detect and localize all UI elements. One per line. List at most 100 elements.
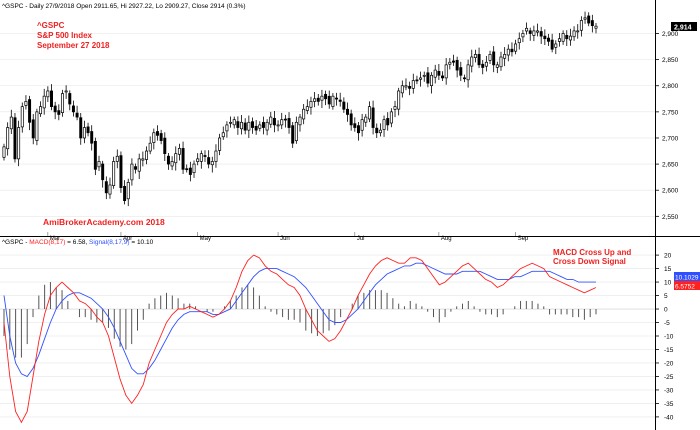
annotation-date: September 27 2018 [37,41,110,50]
candle-body [42,95,46,109]
candle-body [484,61,488,67]
candle-body [104,181,108,194]
candle-body [525,27,529,32]
candle-body [594,25,598,29]
candle-body [356,125,360,134]
candle-body [291,125,295,144]
candle-body [393,106,397,110]
candle-body [371,107,375,128]
price-x-tick-label: Jun [280,236,290,242]
candle-body [57,110,61,115]
macd-header-signal-value: = 10.10 [130,239,154,246]
candle-body [587,15,591,24]
candle-body [367,106,371,120]
macd-y-tick-label: 15 [664,266,672,273]
candle-body [400,85,404,94]
candle-body [75,112,79,118]
candle-body [232,119,236,126]
candle-body [53,105,57,113]
candle-body [506,48,510,56]
candle-body [269,116,273,125]
candle-body [251,121,254,128]
candle-body [565,35,569,40]
candle-body [177,148,181,155]
candle-body [163,137,167,154]
price-candles [2,11,598,207]
price-y-tick-label: 2,650 [662,162,679,169]
candle-body [547,37,550,42]
candle-body [543,35,547,40]
candle-body [477,54,481,66]
candle-body [236,121,240,128]
candle-body [2,146,6,158]
macd-y-tick-label: 0 [664,307,668,314]
price-x-tick-label: Apr [123,236,132,242]
candle-body [514,43,518,52]
candle-body [408,86,412,89]
candle-body [97,161,101,168]
macd-grid [0,254,655,418]
candle-body [64,90,68,93]
macd-header-prefix: ^GSPC - [2,239,29,246]
candle-body [46,90,50,98]
candle-body [550,39,554,50]
candle-body [360,119,364,131]
price-x-tick-label: May [200,236,211,242]
candle-body [134,166,138,170]
macd-y-tick-label: 20 [664,253,672,260]
candle-body [240,121,244,130]
macd-y-tick-label: -5 [664,320,670,327]
candle-body [174,153,178,164]
candle-body [342,101,346,110]
macd-y-tick-label: 5 [664,293,668,300]
candle-body [579,20,583,31]
candle-body [20,106,24,128]
candle-body [247,121,251,131]
candle-body [185,168,189,171]
candle-body [338,99,342,102]
candle-body [462,77,466,80]
macd-badge: 6.5752 [674,281,700,291]
candle-body [265,121,269,131]
candle-body [203,155,207,157]
price-x-tick-label: Mar [50,236,60,242]
candle-body [24,101,28,106]
candle-body [378,129,382,134]
candle-body [207,157,211,165]
candle-body [437,70,441,76]
candle-body [229,121,233,124]
signal-badge-background [674,272,700,281]
candle-body [386,118,390,126]
annotation-symbol: ^GSPC [37,21,65,30]
candle-body [492,51,496,66]
candle-body [451,60,455,63]
candle-body [82,127,86,139]
candle-body [389,111,393,124]
macd-note-line2: Cross Down Signal [553,257,626,266]
candle-body [517,38,521,44]
candle-body [115,155,119,162]
signal-line [3,262,596,378]
candle-body [152,132,156,143]
candle-body [335,97,339,100]
candle-body [320,95,324,101]
candle-body [280,119,284,126]
price-header: ^GSPC - Daily 27/9/2018 Open 2911.65, Hi… [2,3,246,10]
macd-y-tick-label: -10 [664,334,674,341]
candle-body [141,158,145,161]
candle-body [31,119,35,139]
candle-body [101,163,105,181]
candle-body [459,67,463,76]
candle-body [433,69,437,78]
macd-header-macd-value: = 6.58, [65,239,89,246]
candle-body [353,123,357,128]
price-y-tick-label: 2,900 [662,31,679,38]
candle-body [583,17,587,20]
candle-body [294,121,298,142]
candle-body [155,131,159,136]
candle-body [331,95,335,107]
candle-body [254,125,258,131]
price-badge-background [671,22,697,31]
macd-badge-background [674,281,700,290]
